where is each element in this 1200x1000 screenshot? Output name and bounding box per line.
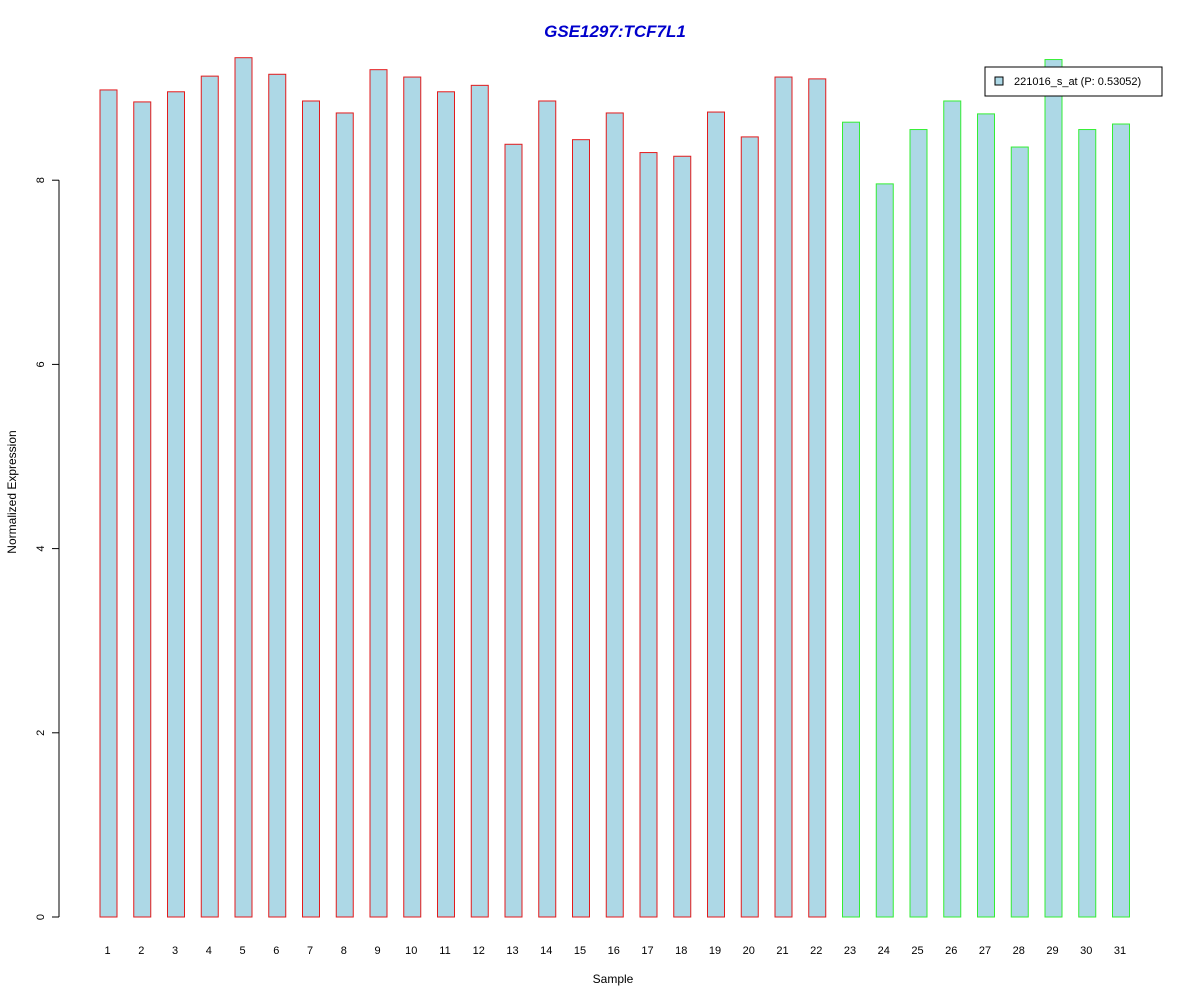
x-tick-label: 27	[979, 945, 991, 957]
bar-sample-28	[1010, 146, 1029, 918]
legend-label: 221016_s_at (P: 0.53052)	[1014, 76, 1141, 88]
x-tick-label: 21	[776, 945, 788, 957]
x-tick-label: 12	[473, 945, 485, 957]
y-tick-label: 0	[35, 914, 47, 920]
x-tick-label: 15	[574, 945, 586, 957]
bar-sample-14	[538, 100, 557, 918]
x-tick-label: 9	[374, 945, 380, 957]
bar-sample-8	[335, 112, 354, 918]
x-tick-label: 4	[206, 945, 212, 957]
x-tick-label: 29	[1046, 945, 1058, 957]
y-tick-label: 8	[35, 177, 47, 183]
x-tick-label: 3	[172, 945, 178, 957]
x-tick-label: 10	[405, 945, 417, 957]
bar-sample-29	[1044, 59, 1063, 918]
x-tick-label: 24	[878, 945, 890, 957]
y-tick-label: 4	[35, 546, 47, 552]
bar-sample-25	[909, 129, 928, 918]
bar-sample-21	[774, 76, 793, 918]
bar-sample-15	[572, 139, 590, 918]
x-tick-label: 22	[810, 945, 822, 957]
bar-sample-2	[133, 101, 152, 918]
x-tick-label: 11	[439, 945, 450, 957]
x-tick-label: 26	[945, 945, 957, 957]
bar-sample-22	[808, 78, 827, 918]
x-tick-label: 30	[1080, 945, 1092, 957]
bar-sample-31	[1112, 123, 1130, 918]
bars	[99, 57, 1130, 918]
legend-box	[984, 66, 1163, 97]
x-tick-label: 14	[540, 945, 552, 957]
x-tick-label: 2	[138, 945, 144, 957]
bar-sample-24	[875, 183, 894, 918]
bar-sample-19	[707, 111, 725, 918]
x-tick-label: 16	[608, 945, 620, 957]
x-tick-label: 7	[307, 945, 313, 957]
chart-title: GSE1297:TCF7L1	[544, 22, 686, 41]
bar-sample-11	[437, 91, 455, 918]
bar-sample-1	[99, 89, 118, 918]
bar-sample-26	[943, 100, 962, 918]
x-tick-label: 17	[641, 945, 653, 957]
x-tick-label: 20	[743, 945, 755, 957]
bar-sample-20	[740, 136, 759, 918]
x-axis-label: Sample	[593, 972, 634, 986]
bar-sample-12	[470, 84, 489, 918]
x-tick-label: 28	[1013, 945, 1025, 957]
legend-swatch	[994, 76, 1004, 86]
bar-sample-10	[403, 76, 422, 918]
legend: 221016_s_at (P: 0.53052)	[984, 66, 1163, 97]
bar-sample-17	[639, 152, 658, 918]
bar-sample-7	[302, 100, 320, 918]
bar-sample-9	[369, 69, 388, 918]
bar-sample-13	[504, 143, 523, 918]
y-tick-label: 6	[35, 361, 47, 367]
bar-sample-3	[167, 91, 185, 918]
x-tick-label: 31	[1114, 945, 1126, 957]
x-tick-label: 19	[709, 945, 721, 957]
bar-sample-27	[977, 113, 995, 918]
x-tick-label: 6	[273, 945, 279, 957]
bar-sample-30	[1078, 129, 1097, 918]
bar-sample-18	[673, 155, 692, 918]
x-tick-labels: 1 2 3 4 5 6 7 8 9 10 11 12 13 14 15 16 17 18 19 20 21 22 23 24 2…	[104, 945, 1126, 957]
y-tick-label: 2	[35, 730, 47, 736]
x-tick-label: 25	[911, 945, 923, 957]
x-tick-label: 13	[506, 945, 518, 957]
bar-sample-6	[268, 73, 287, 918]
x-tick-label: 8	[341, 945, 347, 957]
x-tick-label: 1	[104, 945, 110, 957]
bar-sample-4	[200, 75, 219, 918]
y-axis-label: Normalized Expression	[5, 430, 19, 553]
bar-sample-23	[842, 121, 860, 918]
x-tick-label: 23	[844, 945, 856, 957]
bar-sample-16	[605, 112, 624, 918]
bar-sample-5	[234, 57, 253, 918]
x-tick-label: 18	[675, 945, 687, 957]
x-tick-label: 5	[239, 945, 245, 957]
y-axis: 0 2 4 6 8	[35, 177, 60, 920]
